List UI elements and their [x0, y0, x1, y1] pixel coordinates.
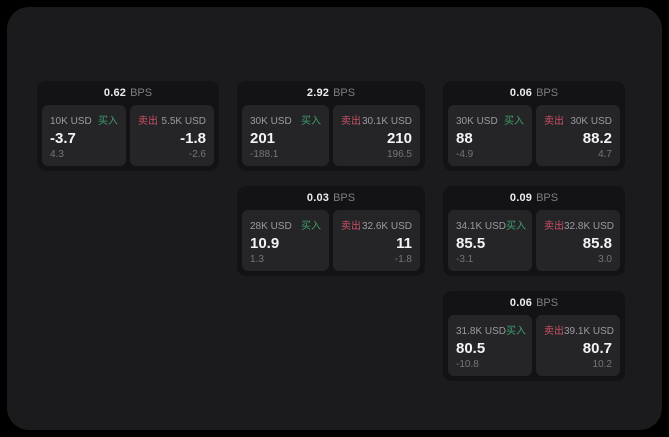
pricing-card: 0.03 BPS 28K USD 买入 10.9 1.3 卖出 32.6K US… [237, 186, 425, 276]
pricing-card: 2.92 BPS 30K USD 买入 201 -188.1 卖出 30.1K … [237, 81, 425, 171]
buy-delta: -4.9 [456, 149, 474, 160]
bps-unit: BPS [536, 297, 559, 309]
bps-unit: BPS [536, 87, 559, 99]
bps-unit: BPS [333, 87, 356, 99]
buy-notional: 34.1K USD [456, 221, 507, 232]
buy-tile[interactable]: 30K USD 买入 201 -188.1 [242, 105, 329, 166]
app-surface: 0.62 BPS 10K USD 买入 -3.7 4.3 卖出 5.5K USD [7, 7, 662, 430]
pricing-card: 0.06 BPS 30K USD 买入 88 -4.9 卖出 30K USD [443, 81, 625, 171]
buy-delta: -3.1 [456, 254, 474, 265]
sell-delta: 196.5 [386, 149, 412, 160]
bps-header: 2.92 BPS [242, 81, 420, 105]
pricing-card: 0.62 BPS 10K USD 买入 -3.7 4.3 卖出 5.5K USD [37, 81, 219, 171]
sell-price: 11 [396, 235, 412, 252]
buy-tile[interactable]: 31.8K USD 买入 80.5 -10.8 [448, 315, 532, 376]
bps-value: 0.06 [509, 297, 533, 309]
sell-tile[interactable]: 卖出 32.6K USD 11 -1.8 [333, 210, 420, 271]
bps-value: 2.92 [306, 87, 330, 99]
buy-notional: 28K USD [250, 221, 292, 232]
sell-price: 85.8 [582, 235, 612, 252]
quote-panels: 28K USD 买入 10.9 1.3 卖出 32.6K USD 11 -1.8 [242, 210, 420, 271]
buy-tile[interactable]: 34.1K USD 买入 85.5 -3.1 [448, 210, 532, 271]
buy-notional: 10K USD [50, 116, 92, 127]
sell-notional: 32.6K USD [361, 221, 412, 232]
sell-notional: 39.1K USD [564, 326, 615, 337]
buy-delta: -10.8 [456, 359, 479, 370]
buy-notional: 30K USD [456, 116, 498, 127]
sell-price: -1.8 [180, 130, 206, 147]
quote-panels: 31.8K USD 买入 80.5 -10.8 卖出 39.1K USD 80.… [448, 315, 620, 376]
sell-notional: 30.1K USD [361, 116, 412, 127]
bps-unit: BPS [536, 192, 559, 204]
buy-tile[interactable]: 10K USD 买入 -3.7 4.3 [42, 105, 126, 166]
buy-delta: 4.3 [50, 149, 64, 160]
buy-notional: 30K USD [250, 116, 292, 127]
sell-delta: -2.6 [188, 149, 206, 160]
buy-tile[interactable]: 28K USD 买入 10.9 1.3 [242, 210, 329, 271]
bps-value: 0.06 [509, 87, 533, 99]
sell-tile[interactable]: 卖出 32.8K USD 85.8 3.0 [536, 210, 620, 271]
sell-delta: 10.2 [592, 359, 612, 370]
bps-unit: BPS [130, 87, 153, 99]
buy-delta: 1.3 [250, 254, 264, 265]
pricing-card: 0.09 BPS 34.1K USD 买入 85.5 -3.1 卖出 32.8K… [443, 186, 625, 276]
bps-header: 0.06 BPS [448, 291, 620, 315]
buy-side-label: 买入 [504, 116, 524, 127]
bps-unit: BPS [333, 192, 356, 204]
sell-tile[interactable]: 卖出 30K USD 88.2 4.7 [536, 105, 620, 166]
buy-price: -3.7 [50, 130, 76, 147]
sell-side-label: 卖出 [544, 116, 564, 127]
buy-price: 88 [456, 130, 473, 147]
buy-price: 85.5 [456, 235, 486, 252]
sell-tile[interactable]: 卖出 30.1K USD 210 196.5 [333, 105, 420, 166]
buy-side-label: 买入 [301, 221, 321, 232]
sell-tile[interactable]: 卖出 5.5K USD -1.8 -2.6 [130, 105, 214, 166]
quote-panels: 34.1K USD 买入 85.5 -3.1 卖出 32.8K USD 85.8… [448, 210, 620, 271]
sell-price: 80.7 [582, 340, 612, 357]
buy-delta: -188.1 [250, 149, 279, 160]
sell-price: 88.2 [582, 130, 612, 147]
sell-notional: 5.5K USD [161, 116, 206, 127]
buy-price: 10.9 [250, 235, 280, 252]
sell-price: 210 [386, 130, 412, 147]
sell-notional: 32.8K USD [564, 221, 615, 232]
sell-side-label: 卖出 [544, 326, 564, 337]
quote-grid: 0.62 BPS 10K USD 买入 -3.7 4.3 卖出 5.5K USD [37, 81, 625, 381]
buy-side-label: 买入 [506, 326, 527, 337]
buy-price: 201 [250, 130, 276, 147]
sell-tile[interactable]: 卖出 39.1K USD 80.7 10.2 [536, 315, 620, 376]
bps-header: 0.06 BPS [448, 81, 620, 105]
sell-side-label: 卖出 [138, 116, 158, 127]
pricing-card: 0.06 BPS 31.8K USD 买入 80.5 -10.8 卖出 39.1… [443, 291, 625, 381]
sell-delta: -1.8 [394, 254, 412, 265]
quote-panels: 30K USD 买入 88 -4.9 卖出 30K USD 88.2 4.7 [448, 105, 620, 166]
bps-value: 0.62 [103, 87, 127, 99]
sell-side-label: 卖出 [341, 116, 361, 127]
sell-side-label: 卖出 [544, 221, 564, 232]
buy-notional: 31.8K USD [456, 326, 507, 337]
sell-notional: 30K USD [570, 116, 612, 127]
sell-delta: 4.7 [598, 149, 612, 160]
sell-side-label: 卖出 [341, 221, 361, 232]
buy-price: 80.5 [456, 340, 486, 357]
bps-header: 0.62 BPS [42, 81, 214, 105]
bps-header: 0.03 BPS [242, 186, 420, 210]
bps-value: 0.03 [306, 192, 330, 204]
bps-header: 0.09 BPS [448, 186, 620, 210]
buy-side-label: 买入 [98, 116, 118, 127]
bps-value: 0.09 [509, 192, 533, 204]
quote-panels: 10K USD 买入 -3.7 4.3 卖出 5.5K USD -1.8 -2.… [42, 105, 214, 166]
buy-side-label: 买入 [506, 221, 527, 232]
sell-delta: 3.0 [598, 254, 612, 265]
quote-panels: 30K USD 买入 201 -188.1 卖出 30.1K USD 210 1… [242, 105, 420, 166]
buy-side-label: 买入 [301, 116, 321, 127]
buy-tile[interactable]: 30K USD 买入 88 -4.9 [448, 105, 532, 166]
